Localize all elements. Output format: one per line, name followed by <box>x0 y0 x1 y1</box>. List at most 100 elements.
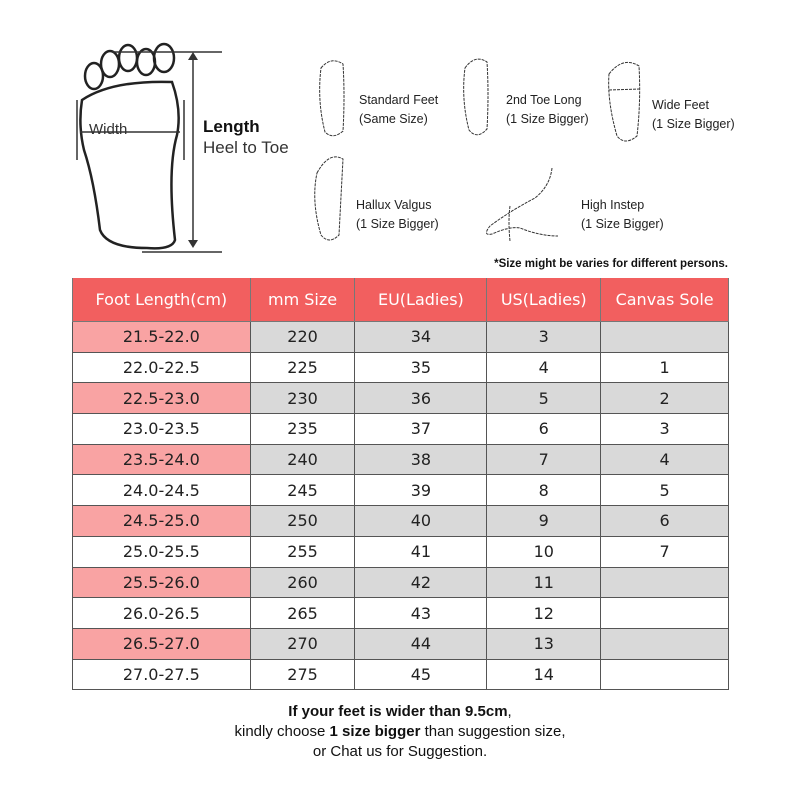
table-cell: 4 <box>486 351 602 384</box>
table-cell: 240 <box>249 443 356 476</box>
footer-text: than suggestion size, <box>420 723 566 740</box>
table-row: 26.5-27.0 270 44 13 <box>72 627 729 660</box>
foot-measurement-diagram-icon <box>76 42 222 253</box>
foot-type-advice: (1 Size Bigger) <box>356 217 439 231</box>
table-cell: 275 <box>249 658 356 691</box>
high-instep-foot-icon <box>486 167 559 242</box>
table-cell: 2 <box>600 382 729 415</box>
foot-type-name: Wide Feet <box>652 98 709 112</box>
foot-type-name: Standard Feet <box>359 93 439 107</box>
table-cell: 45 <box>354 658 488 691</box>
table-cell: 25.0-25.5 <box>72 535 251 568</box>
table-cell: 5 <box>486 382 602 415</box>
table-cell: 9 <box>486 505 602 537</box>
heel-to-toe-label: Heel to Toe <box>203 138 289 157</box>
table-cell: 225 <box>249 351 356 384</box>
footer-size-advice: 1 size bigger <box>329 723 421 740</box>
foot-type-name: Hallux Valgus <box>356 198 432 212</box>
column-header: Foot Length(cm) <box>72 278 251 322</box>
table-row: 24.0-24.5 245 39 8 5 <box>72 474 729 507</box>
table-cell: 7 <box>600 535 729 568</box>
table-cell: 36 <box>354 382 488 415</box>
foot-type-advice: (Same Size) <box>359 112 428 126</box>
table-row: 25.5-26.0 260 42 11 <box>72 566 729 599</box>
foot-type-high-instep: High Instep (1 Size Bigger) <box>581 196 664 234</box>
table-row: 26.0-26.5 265 43 12 <box>72 597 729 629</box>
table-cell: 245 <box>249 474 356 507</box>
table-cell <box>600 321 729 353</box>
table-cell: 14 <box>486 658 602 691</box>
table-cell: 11 <box>486 566 602 599</box>
table-cell <box>600 597 729 629</box>
second-toe-long-foot-icon <box>463 58 489 136</box>
table-cell: 27.0-27.5 <box>72 658 251 691</box>
table-cell: 235 <box>249 413 356 445</box>
table-row: 23.5-24.0 240 38 7 4 <box>72 443 729 476</box>
foot-type-wide: Wide Feet (1 Size Bigger) <box>652 96 735 134</box>
table-row: 22.0-22.5 225 35 4 1 <box>72 351 729 384</box>
table-cell: 23.5-24.0 <box>72 443 251 476</box>
table-cell: 44 <box>354 627 488 660</box>
foot-type-standard: Standard Feet (Same Size) <box>359 91 438 129</box>
table-cell: 42 <box>354 566 488 599</box>
table-cell: 38 <box>354 443 488 476</box>
table-cell: 25.5-26.0 <box>72 566 251 599</box>
foot-type-advice: (1 Size Bigger) <box>652 117 735 131</box>
table-cell: 40 <box>354 505 488 537</box>
table-cell <box>600 627 729 660</box>
table-cell: 1 <box>600 351 729 384</box>
table-cell: 7 <box>486 443 602 476</box>
foot-type-name: 2nd Toe Long <box>506 93 582 107</box>
table-row: 27.0-27.5 275 45 14 <box>72 658 729 691</box>
foot-type-advice: (1 Size Bigger) <box>581 217 664 231</box>
table-cell: 260 <box>249 566 356 599</box>
length-label: Length <box>203 117 260 136</box>
table-cell: 6 <box>600 505 729 537</box>
foot-type-name: High Instep <box>581 198 645 212</box>
table-cell: 265 <box>249 597 356 629</box>
table-cell: 3 <box>600 413 729 445</box>
wide-foot-icon <box>608 61 641 142</box>
foot-type-advice: (1 Size Bigger) <box>506 112 589 126</box>
table-cell: 39 <box>354 474 488 507</box>
table-cell: 34 <box>354 321 488 353</box>
table-cell: 230 <box>249 382 356 415</box>
column-header: US(Ladies) <box>486 278 602 322</box>
table-header-row: Foot Length(cm) mm Size EU(Ladies) US(Ladie… <box>72 278 729 322</box>
table-cell <box>600 566 729 599</box>
table-cell: 21.5-22.0 <box>72 321 251 353</box>
table-cell: 8 <box>486 474 602 507</box>
table-cell: 250 <box>249 505 356 537</box>
table-row: 24.5-25.0 250 40 9 6 <box>72 505 729 537</box>
table-cell: 5 <box>600 474 729 507</box>
table-cell: 43 <box>354 597 488 629</box>
foot-type-hallux-valgus: Hallux Valgus (1 Size Bigger) <box>356 196 439 234</box>
table-cell: 23.0-23.5 <box>72 413 251 445</box>
table-cell: 35 <box>354 351 488 384</box>
hallux-valgus-foot-icon <box>314 156 344 241</box>
column-header: mm Size <box>249 278 356 322</box>
table-row: 22.5-23.0 230 36 5 2 <box>72 382 729 415</box>
table-row: 25.0-25.5 255 41 10 7 <box>72 535 729 568</box>
standard-foot-icon <box>319 60 345 137</box>
table-row: 21.5-22.0 220 34 3 <box>72 321 729 353</box>
table-cell: 255 <box>249 535 356 568</box>
table-cell: 3 <box>486 321 602 353</box>
footer-advice: If your feet is wider than 9.5cm, kindly… <box>0 702 800 762</box>
footer-punct: , <box>507 703 512 720</box>
footer-text: kindly choose <box>234 723 330 740</box>
length-arrow-icon <box>188 52 198 248</box>
table-cell: 24.5-25.0 <box>72 505 251 537</box>
foot-type-2nd-toe-long: 2nd Toe Long (1 Size Bigger) <box>506 91 589 129</box>
table-cell <box>600 658 729 691</box>
footer-width-threshold: If your feet is wider than 9.5cm <box>288 703 508 720</box>
size-table: Foot Length(cm) mm Size EU(Ladies) US(Ladie… <box>72 278 729 691</box>
table-cell: 37 <box>354 413 488 445</box>
size-variance-note: *Size might be varies for different pers… <box>494 258 728 270</box>
table-cell: 26.0-26.5 <box>72 597 251 629</box>
table-cell: 10 <box>486 535 602 568</box>
width-label: Width <box>89 121 128 138</box>
column-header: EU(Ladies) <box>354 278 488 322</box>
table-cell: 24.0-24.5 <box>72 474 251 507</box>
